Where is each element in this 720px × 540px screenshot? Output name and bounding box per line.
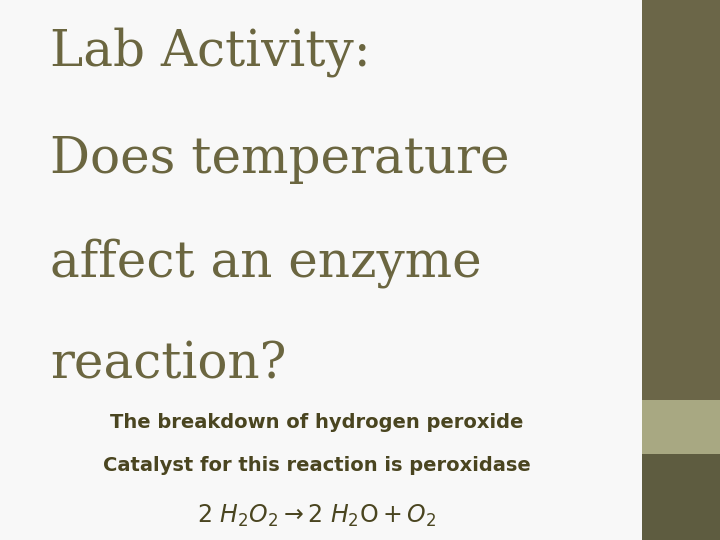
- Bar: [642, 400, 720, 454]
- Text: The breakdown of hydrogen peroxide: The breakdown of hydrogen peroxide: [110, 413, 523, 432]
- Text: reaction?: reaction?: [50, 340, 287, 390]
- Text: $2\ \mathit{H}_2\mathit{O}_2 \rightarrow 2\ \mathit{H}_2\mathrm{O} + \mathit{O}_: $2\ \mathit{H}_2\mathit{O}_2 \rightarrow…: [197, 503, 436, 530]
- Text: Lab Activity:: Lab Activity:: [50, 27, 371, 77]
- Text: affect an enzyme: affect an enzyme: [50, 238, 482, 288]
- Bar: [642, 454, 720, 540]
- Text: Catalyst for this reaction is peroxidase: Catalyst for this reaction is peroxidase: [103, 456, 531, 475]
- Text: Does temperature: Does temperature: [50, 135, 510, 185]
- Bar: [642, 0, 720, 400]
